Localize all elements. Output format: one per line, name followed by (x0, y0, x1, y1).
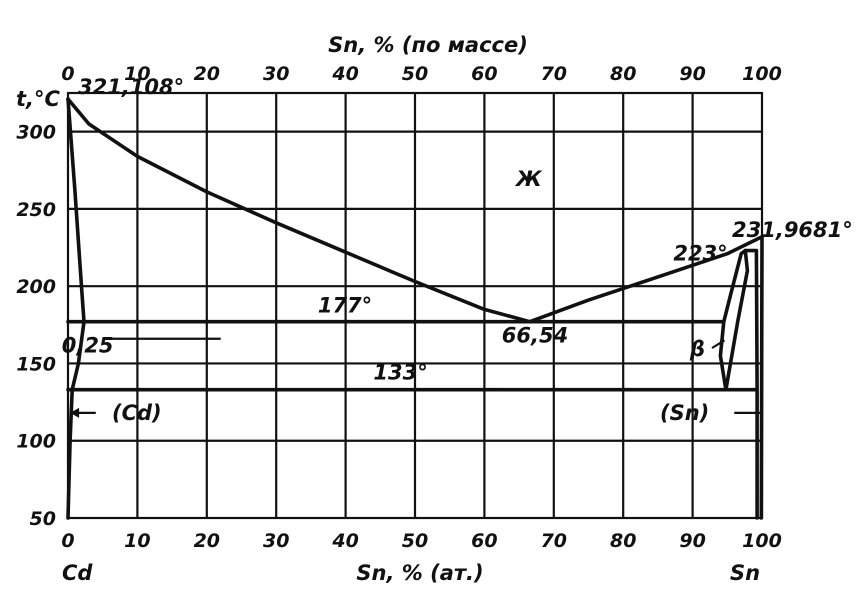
phase-boundary (68, 99, 84, 518)
x-tick-label: 10 (124, 530, 150, 552)
x-tick-label: 80 (610, 530, 636, 552)
phase-boundary (745, 251, 757, 518)
phase-boundary (761, 237, 762, 518)
annotation-label: 321,108° (78, 75, 184, 99)
annotation-label: (Sn) (660, 401, 709, 425)
top-tick-label: 50 (402, 63, 428, 85)
x-tick-label: 30 (263, 530, 289, 552)
annotation-label: 133° (373, 361, 427, 385)
y-tick-label: 150 (16, 353, 56, 375)
x-tick-label: 50 (402, 530, 428, 552)
top-tick-label: 60 (471, 63, 497, 85)
annotation-label: 177° (318, 294, 372, 318)
left-component-label: Cd (62, 561, 93, 585)
top-tick-label: 40 (331, 63, 358, 85)
annotation-label: 66,54 (502, 324, 568, 348)
top-axis-label: Sn, % (по массе) (328, 33, 528, 57)
y-tick-label: 300 (16, 122, 56, 144)
grid (68, 93, 762, 518)
x-tick-label: 40 (331, 530, 358, 552)
bottom-axis-label: Sn, % (ат.) (356, 561, 483, 585)
annotation-label: β (689, 337, 705, 361)
x-tick-label: 0 (61, 530, 74, 552)
y-tick-label: 50 (30, 508, 56, 530)
top-tick-label: 100 (742, 63, 782, 85)
x-tick-label: 90 (679, 530, 705, 552)
top-tick-label: 70 (541, 63, 567, 85)
annotation-label: (Cd) (112, 401, 162, 425)
x-tick-label: 60 (471, 530, 497, 552)
annotation-label: 223° (673, 242, 727, 266)
right-component-label: Sn (730, 561, 760, 585)
top-tick-label: 0 (61, 63, 74, 85)
annotation-label: 0,25 (62, 333, 114, 357)
y-tick-label: 250 (16, 199, 56, 221)
top-tick-label: 30 (263, 63, 289, 85)
y-tick-label: 100 (16, 431, 56, 453)
annotation-label: Ж (514, 167, 543, 191)
y-axis-label: t,°C (16, 87, 61, 111)
top-tick-label: 90 (679, 63, 705, 85)
x-tick-label: 100 (742, 530, 782, 552)
x-tick-label: 20 (194, 530, 220, 552)
axis-labels: Sn, % (по массе) t,°C Sn, % (ат.) Cd Sn (16, 33, 760, 585)
y-tick-label: 200 (16, 276, 56, 298)
annotation-label: 231,9681° (732, 218, 853, 242)
phase-boundary (720, 251, 747, 390)
top-tick-label: 20 (194, 63, 220, 85)
x-tick-label: 70 (541, 530, 567, 552)
tick-labels: 0010102020303040405050606070708080909010… (16, 63, 782, 552)
top-tick-label: 80 (610, 63, 636, 85)
